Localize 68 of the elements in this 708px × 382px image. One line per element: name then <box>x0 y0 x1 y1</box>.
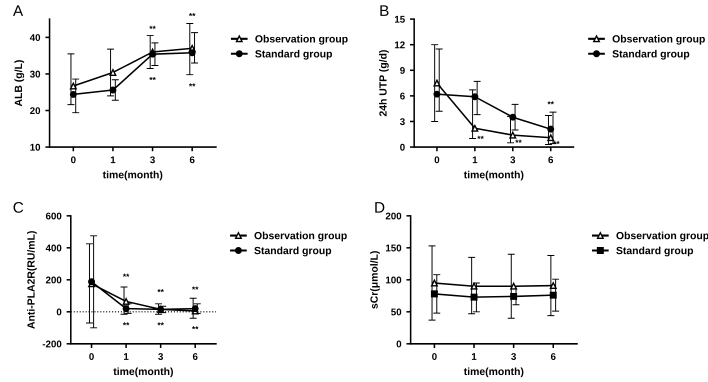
x-axis-title: time(month) <box>113 367 173 378</box>
x-axis-title: time(month) <box>102 170 162 180</box>
legend-label: Standard group <box>616 246 694 256</box>
x-tick-label: 1 <box>472 156 478 164</box>
y-axis-title: ALB (g/L) <box>14 60 24 106</box>
chart-title: A <box>12 5 24 16</box>
x-tick-label: 3 <box>150 156 155 164</box>
x-tick-label: 3 <box>510 156 516 164</box>
y-tick-label: 200 <box>386 212 402 220</box>
x-axis-title: time(month) <box>464 170 524 180</box>
y-tick-label: 400 <box>46 244 62 252</box>
chart-title: D <box>375 202 384 213</box>
x-tick-label: 6 <box>192 353 198 360</box>
y-tick-label: 100 <box>386 276 402 284</box>
legend-label: Standard group <box>255 50 332 60</box>
annotation: ** <box>157 322 164 326</box>
y-tick-label: 150 <box>386 244 402 252</box>
legend-label: Observation group <box>254 232 347 242</box>
x-tick-label: 3 <box>511 353 516 360</box>
x-tick-label: 1 <box>124 353 129 360</box>
text: ** <box>188 12 196 16</box>
x-tick-label: 6 <box>548 156 554 164</box>
annotation: ** <box>149 76 156 80</box>
x-axis-title: time(month) <box>464 367 524 378</box>
y-tick-label: 9 <box>400 67 405 74</box>
legend-label: Standard group <box>254 246 332 256</box>
annotation: ** <box>515 140 522 143</box>
y-tick-label: 12 <box>394 41 405 48</box>
x-tick-label: 6 <box>550 353 556 360</box>
y-tick-label: 200 <box>46 276 62 284</box>
y-tick-label: 50 <box>391 308 402 316</box>
y-tick-label: 0 <box>396 340 402 348</box>
chart-title: C <box>14 202 24 213</box>
y-tick-label: 30 <box>30 70 40 78</box>
x-tick-label: 0 <box>71 156 76 164</box>
legend-label: Standard group <box>612 50 690 60</box>
x-tick-label: 0 <box>89 353 94 360</box>
annotation: ** <box>157 289 164 292</box>
annotation: ** <box>188 83 196 86</box>
y-tick-label: 3 <box>400 118 405 126</box>
y-tick-label: 40 <box>30 34 40 41</box>
y-axis-title: sCr(μmol/L) <box>370 251 380 309</box>
y-tick-label: 15 <box>394 16 405 23</box>
annotation: ** <box>548 101 554 104</box>
chart-title: B <box>380 5 389 16</box>
y-tick-label: 0 <box>400 144 405 151</box>
annotation: ** <box>122 274 130 277</box>
y-tick-label: -200 <box>42 340 62 348</box>
legend-label: Observation group <box>255 34 348 45</box>
y-tick-label: 0 <box>56 308 62 316</box>
x-tick-label: 1 <box>110 156 116 164</box>
y-axis-title: 24h UTP (g/d) <box>379 50 389 116</box>
annotation: ** <box>149 26 156 29</box>
y-axis-title: Anti-PLA2R(RU/mL) <box>27 231 37 329</box>
x-tick-label: 1 <box>472 353 476 360</box>
y-tick-label: 600 <box>46 212 62 220</box>
annotation: ** <box>192 286 198 290</box>
y-tick-label: 10 <box>30 144 40 151</box>
annotation: ** <box>477 136 484 139</box>
annotation: ** <box>192 326 198 330</box>
legend-label: Observation group <box>612 34 705 45</box>
x-tick-label: 0 <box>432 353 437 360</box>
x-tick-label: 3 <box>158 353 163 360</box>
y-tick-label: 6 <box>400 92 405 100</box>
y-tick-label: 20 <box>30 107 40 114</box>
x-tick-label: 6 <box>190 156 195 164</box>
annotation: ** <box>122 322 130 326</box>
x-tick-label: 0 <box>434 156 440 164</box>
